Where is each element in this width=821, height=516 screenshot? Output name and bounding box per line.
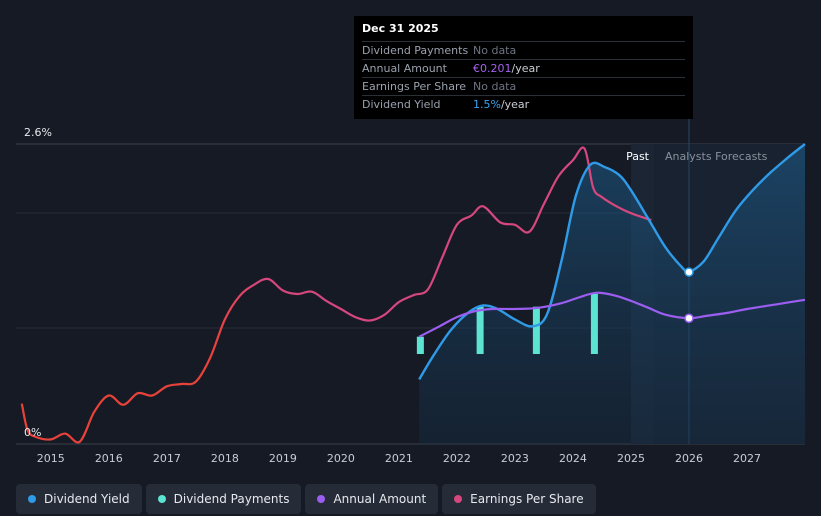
eps-line [20,146,652,444]
tooltip-value: No data [473,80,517,93]
x-tick-label: 2026 [675,452,703,465]
tooltip-date: Dec 31 2025 [362,22,439,35]
dividend-payment-bar [416,336,424,354]
tooltip-label: Dividend Yield [362,98,441,111]
forecast-label: Analysts Forecasts [665,150,768,163]
x-tick-label: 2015 [37,452,65,465]
x-tick-label: 2022 [443,452,471,465]
x-tick-label: 2016 [95,452,123,465]
legend-dot-icon [157,495,166,503]
legend-dividend-yield[interactable]: Dividend Yield [16,484,142,514]
past-label: Past [626,150,650,163]
legend-annual-amount[interactable]: Annual Amount [305,484,439,514]
y-label-bottom: 0% [24,426,41,439]
tooltip-unit: /year [511,62,540,75]
dividend-payment-bar [476,306,484,354]
tooltip-row-annual-amount: Annual Amount €0.201/year [362,59,685,77]
x-tick-label: 2025 [617,452,645,465]
x-tick-label: 2018 [211,452,239,465]
cursor-markers [684,267,694,323]
legend-dot-icon [454,495,463,503]
dividend-payment-bars [416,294,598,354]
tooltip-label: Dividend Payments [362,44,469,57]
y-label-top: 2.6% [24,126,52,139]
x-tick-label: 2024 [559,452,587,465]
x-tick-label: 2017 [153,452,181,465]
tooltip-unit: /year [500,98,530,111]
x-tick-label: 2021 [385,452,413,465]
annual-amount-line [418,291,806,338]
x-tick-label: 2020 [327,452,355,465]
tooltip-label: Annual Amount [362,62,447,75]
dividend-yield-line [418,143,806,381]
tooltip-row-dividend-payments: Dividend Payments No data [362,41,685,59]
series-lines [20,143,806,444]
x-tick-label: 2027 [733,452,761,465]
tooltip-row-earnings-per-share: Earnings Per Share No data [362,77,685,95]
tooltip-value: 1.5% [473,98,501,111]
x-tick-label: 2019 [269,452,297,465]
legend-dot-icon [317,495,326,503]
tooltip-value: €0.201 [473,62,512,75]
legend-dividend-payments[interactable]: Dividend Payments [145,484,302,514]
tooltip: Dec 31 2025 Dividend Payments No data An… [354,16,693,119]
legend: Dividend Yield Dividend Payments Annual … [16,484,596,514]
legend-earnings-per-share[interactable]: Earnings Per Share [442,484,596,514]
dividend-payment-bar [590,294,598,354]
legend-label: Annual Amount [333,492,427,506]
legend-label: Earnings Per Share [470,492,584,506]
legend-label: Dividend Payments [173,492,290,506]
dividend-payment-bar [532,306,540,354]
tooltip-label: Earnings Per Share [362,80,467,93]
tooltip-row-dividend-yield: Dividend Yield 1.5%/year [362,95,685,113]
x-tick-label: 2023 [501,452,529,465]
legend-dot-icon [28,495,36,503]
x-axis-ticks: 2015 2016 2017 2018 2019 2020 2021 2022 2023 2024… [37,452,761,465]
cursor-marker [684,313,694,323]
cursor-marker [684,267,694,277]
tooltip-value: No data [473,44,517,57]
legend-label: Dividend Yield [44,492,130,506]
